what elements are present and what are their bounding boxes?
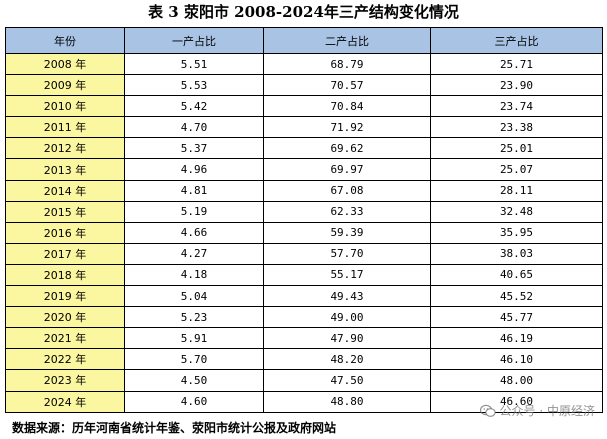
header-tertiary-share: 三产占比	[430, 27, 603, 54]
tertiary-share-cell: 23.90	[430, 74, 603, 97]
secondary-share-cell: 62.33	[263, 200, 431, 223]
header-year: 年份	[5, 27, 125, 54]
secondary-share-cell: 49.43	[263, 285, 431, 308]
table-row: 2009 年 5.53 70.57 23.90	[5, 74, 603, 97]
wechat-icon	[479, 404, 496, 418]
secondary-share-cell: 69.62	[263, 137, 431, 160]
watermark: 公众号 · 中原经济	[479, 401, 595, 421]
primary-share-cell: 5.53	[124, 74, 264, 97]
table-title: 表 3 荥阳市 2008-2024年三产结构变化情况	[148, 3, 459, 21]
header-row: 年份 一产占比 二产占比 三产占比	[5, 27, 603, 54]
primary-share-cell: 5.51	[124, 52, 264, 76]
table-row: 2024 年 4.60 48.80 46.60	[5, 390, 603, 413]
secondary-share-cell: 70.84	[263, 95, 431, 118]
year-cell: 2021 年	[5, 327, 125, 350]
table-row: 2010 年 5.42 70.84 23.74	[5, 95, 603, 118]
primary-share-cell: 5.19	[124, 200, 264, 223]
primary-share-cell: 5.23	[124, 306, 264, 329]
year-cell: 2017 年	[5, 242, 125, 265]
secondary-share-cell: 55.17	[263, 263, 431, 287]
table-row: 2014 年 4.81 67.08 28.11	[5, 179, 603, 202]
year-cell: 2019 年	[5, 285, 125, 308]
primary-share-cell: 5.37	[124, 137, 264, 160]
secondary-share-cell: 47.90	[263, 327, 431, 350]
secondary-share-cell: 67.08	[263, 179, 431, 202]
header-primary-share: 一产占比	[124, 27, 264, 54]
tertiary-share-cell: 46.10	[430, 348, 603, 371]
table-row: 2018 年 4.18 55.17 40.65	[5, 263, 603, 287]
secondary-share-cell: 49.00	[263, 306, 431, 329]
table-row: 2013 年 4.96 69.97 25.07	[5, 158, 603, 181]
primary-share-cell: 4.50	[124, 369, 264, 392]
primary-share-cell: 5.42	[124, 95, 264, 118]
secondary-share-cell: 47.50	[263, 369, 431, 392]
primary-share-cell: 4.60	[124, 390, 264, 413]
primary-share-cell: 4.27	[124, 242, 264, 265]
table-row: 2020 年 5.23 49.00 45.77	[5, 306, 603, 329]
tertiary-share-cell: 25.71	[430, 52, 603, 76]
year-cell: 2008 年	[5, 52, 125, 76]
secondary-share-cell: 48.20	[263, 348, 431, 371]
tertiary-share-cell: 45.77	[430, 306, 603, 329]
tertiary-share-cell: 46.19	[430, 327, 603, 350]
table-row: 2015 年 5.19 62.33 32.48	[5, 200, 603, 223]
primary-share-cell: 4.70	[124, 116, 264, 139]
tertiary-share-cell: 25.01	[430, 137, 603, 160]
tertiary-share-cell: 48.00	[430, 369, 603, 392]
tertiary-share-cell: 23.74	[430, 95, 603, 118]
primary-share-cell: 5.70	[124, 348, 264, 371]
year-cell: 2009 年	[5, 74, 125, 97]
data-source-note: 数据来源：历年河南省统计年鉴、荥阳市统计公报及政府网站	[12, 421, 337, 435]
tertiary-share-cell: 28.11	[430, 179, 603, 202]
year-cell: 2020 年	[5, 306, 125, 329]
year-cell: 2014 年	[5, 179, 125, 202]
table-row: 2017 年 4.27 57.70 38.03	[5, 242, 603, 265]
tertiary-share-cell: 25.07	[430, 158, 603, 181]
primary-share-cell: 5.91	[124, 327, 264, 350]
year-cell: 2015 年	[5, 200, 125, 223]
tertiary-share-cell: 38.03	[430, 242, 603, 265]
industry-structure-table: 年份 一产占比 二产占比 三产占比 2008 年 5.51 68.79 25.71 20…	[5, 27, 603, 413]
primary-share-cell: 4.81	[124, 179, 264, 202]
primary-share-cell: 4.18	[124, 263, 264, 287]
secondary-share-cell: 68.79	[263, 52, 431, 76]
watermark-text: 公众号 · 中原经济	[499, 404, 595, 418]
secondary-share-cell: 71.92	[263, 116, 431, 139]
year-cell: 2012 年	[5, 137, 125, 160]
year-cell: 2018 年	[5, 263, 125, 287]
table-row: 2022 年 5.70 48.20 46.10	[5, 348, 603, 371]
year-cell: 2024 年	[5, 390, 125, 413]
table-row: 2016 年 4.66 59.39 35.95	[5, 221, 603, 244]
tertiary-share-cell: 46.60	[430, 390, 603, 413]
table-row: 2012 年 5.37 69.62 25.01	[5, 137, 603, 160]
primary-share-cell: 5.04	[124, 285, 264, 308]
secondary-share-cell: 57.70	[263, 242, 431, 265]
tertiary-share-cell: 23.38	[430, 116, 603, 139]
table-row: 2021 年 5.91 47.90 46.19	[5, 327, 603, 350]
year-cell: 2011 年	[5, 116, 125, 139]
secondary-share-cell: 48.80	[263, 390, 431, 413]
tertiary-share-cell: 32.48	[430, 200, 603, 223]
table-row: 2011 年 4.70 71.92 23.38	[5, 116, 603, 139]
tertiary-share-cell: 45.52	[430, 285, 603, 308]
table-row: 2019 年 5.04 49.43 45.52	[5, 285, 603, 308]
secondary-share-cell: 69.97	[263, 158, 431, 181]
tertiary-share-cell: 35.95	[430, 221, 603, 244]
table-row: 2008 年 5.51 68.79 25.71	[5, 52, 603, 76]
table-body: 2008 年 5.51 68.79 25.71 2009 年 5.53 70.57 23.90…	[5, 52, 603, 413]
year-cell: 2013 年	[5, 158, 125, 181]
header-secondary-share: 二产占比	[263, 27, 431, 54]
year-cell: 2022 年	[5, 348, 125, 371]
primary-share-cell: 4.66	[124, 221, 264, 244]
table-row: 2023 年 4.50 47.50 48.00	[5, 369, 603, 392]
year-cell: 2016 年	[5, 221, 125, 244]
year-cell: 2023 年	[5, 369, 125, 392]
year-cell: 2010 年	[5, 95, 125, 118]
tertiary-share-cell: 40.65	[430, 263, 603, 287]
secondary-share-cell: 59.39	[263, 221, 431, 244]
primary-share-cell: 4.96	[124, 158, 264, 181]
secondary-share-cell: 70.57	[263, 74, 431, 97]
